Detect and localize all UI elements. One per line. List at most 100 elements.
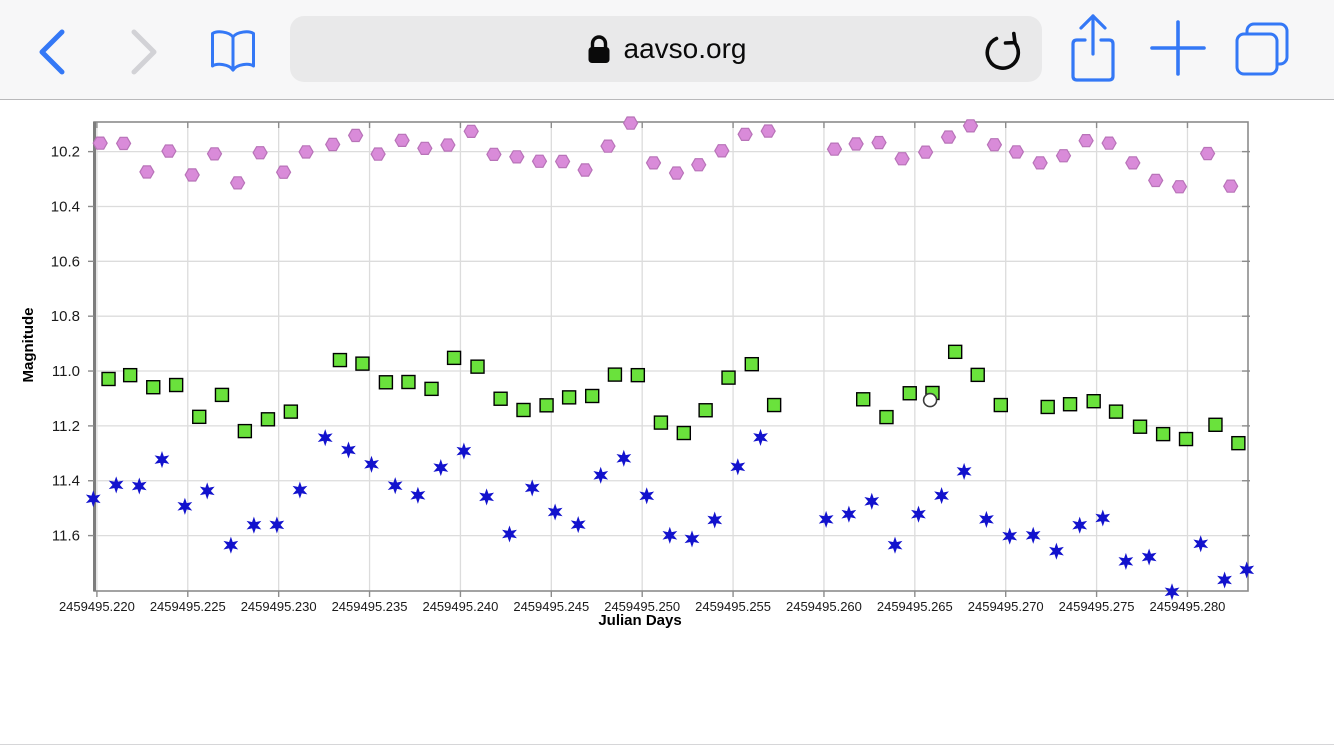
data-point-violet-hexagons bbox=[645, 156, 662, 170]
data-point-green-squares bbox=[698, 403, 713, 418]
data-point-blue-stars bbox=[1217, 571, 1232, 589]
data-point-violet-hexagons bbox=[1055, 149, 1072, 163]
data-point-violet-hexagons bbox=[229, 176, 246, 190]
data-point-violet-hexagons bbox=[440, 138, 456, 152]
data-point-violet-hexagons bbox=[760, 124, 776, 138]
data-point-violet-hexagons bbox=[986, 138, 1003, 152]
reload-icon bbox=[985, 31, 1021, 70]
data-point-green-squares bbox=[1155, 426, 1171, 442]
data-point-blue-stars bbox=[662, 526, 678, 544]
data-point-blue-stars bbox=[524, 479, 540, 497]
data-point-blue-stars bbox=[1193, 535, 1209, 553]
data-point-violet-hexagons bbox=[940, 130, 957, 144]
data-point-green-squares bbox=[237, 423, 253, 439]
data-point-violet-hexagons bbox=[917, 145, 934, 159]
data-point-violet-hexagons bbox=[894, 152, 910, 166]
data-point-blue-stars bbox=[979, 510, 994, 528]
data-point-green-squares bbox=[856, 392, 871, 407]
data-point-green-squares bbox=[493, 391, 508, 406]
data-point-green-squares bbox=[122, 367, 138, 383]
x-tick-label: 2459495.235 bbox=[332, 599, 408, 614]
page-content: 2459495.220 2459495.225 2459495.230 2459495… bbox=[0, 100, 1334, 750]
data-point-green-squares bbox=[676, 425, 692, 441]
data-point-violet-hexagons bbox=[1101, 136, 1117, 150]
data-point-violet-hexagons bbox=[92, 136, 108, 150]
tabs-button[interactable] bbox=[1232, 20, 1292, 78]
data-point-green-squares bbox=[283, 404, 299, 419]
data-point-green-squares bbox=[970, 367, 985, 383]
x-tick-label: 2459495.270 bbox=[968, 599, 1044, 614]
data-point-blue-stars bbox=[684, 530, 700, 548]
data-point-green-squares bbox=[902, 386, 917, 401]
share-button[interactable] bbox=[1067, 10, 1119, 86]
data-point-violet-hexagons bbox=[509, 150, 525, 164]
data-point-violet-hexagons bbox=[826, 142, 843, 156]
data-point-violet-hexagons bbox=[184, 168, 200, 182]
data-point-green-squares bbox=[378, 375, 394, 390]
data-point-green-squares bbox=[539, 398, 554, 413]
data-point-blue-stars bbox=[456, 442, 472, 460]
data-point-green-squares bbox=[630, 367, 646, 383]
data-point-open-circles bbox=[922, 392, 938, 408]
data-point-violet-hexagons bbox=[1148, 173, 1164, 188]
chevron-left-icon bbox=[39, 29, 65, 75]
data-point-blue-stars bbox=[154, 451, 170, 469]
data-point-green-squares bbox=[561, 390, 577, 405]
data-point-blue-stars bbox=[570, 516, 586, 534]
x-axis-title: Julian Days bbox=[598, 612, 681, 629]
data-point-violet-hexagons bbox=[370, 147, 386, 161]
data-point-green-squares bbox=[101, 371, 116, 387]
y-tick-label: 10.4 bbox=[51, 198, 80, 215]
data-point-violet-hexagons bbox=[1008, 145, 1025, 159]
data-point-green-squares bbox=[1086, 394, 1101, 409]
data-point-blue-stars bbox=[934, 487, 949, 505]
data-point-blue-stars bbox=[502, 525, 517, 543]
data-point-violet-hexagons bbox=[394, 133, 410, 148]
data-point-violet-hexagons bbox=[139, 165, 155, 179]
y-tick-label: 10.6 bbox=[51, 253, 80, 270]
data-point-violet-hexagons bbox=[161, 144, 177, 158]
new-tab-button[interactable] bbox=[1149, 19, 1207, 77]
x-tick-label: 2459495.265 bbox=[877, 599, 953, 614]
data-point-green-squares bbox=[446, 350, 462, 366]
data-point-green-squares bbox=[516, 402, 531, 418]
data-point-violet-hexagons bbox=[1199, 146, 1216, 161]
data-point-blue-stars bbox=[223, 536, 239, 554]
data-point-blue-stars bbox=[616, 449, 632, 467]
data-point-green-squares bbox=[1132, 419, 1148, 434]
data-point-blue-stars bbox=[841, 505, 857, 523]
data-point-blue-stars bbox=[753, 428, 768, 446]
data-point-violet-hexagons bbox=[554, 154, 571, 169]
url-group: aavso.org bbox=[586, 33, 747, 65]
data-point-blue-stars bbox=[730, 458, 746, 476]
data-point-green-squares bbox=[1108, 404, 1124, 419]
forward-button[interactable] bbox=[122, 24, 166, 80]
data-point-blue-stars bbox=[410, 486, 426, 504]
data-point-blue-stars bbox=[1095, 509, 1111, 527]
data-point-violet-hexagons bbox=[848, 137, 864, 151]
reload-button[interactable] bbox=[978, 27, 1024, 73]
data-point-blue-stars bbox=[292, 481, 308, 499]
url-field[interactable]: aavso.org bbox=[290, 16, 1042, 82]
data-point-violet-hexagons bbox=[417, 141, 433, 156]
light-curve-chart: 2459495.220 2459495.225 2459495.230 2459495… bbox=[20, 116, 1255, 629]
back-button[interactable] bbox=[32, 24, 76, 80]
data-point-green-squares bbox=[744, 356, 759, 372]
data-point-blue-stars bbox=[593, 466, 609, 484]
data-point-blue-stars bbox=[707, 511, 723, 529]
data-point-violet-hexagons bbox=[962, 119, 979, 133]
data-point-green-squares bbox=[192, 409, 207, 425]
data-point-blue-stars bbox=[1141, 548, 1157, 566]
data-point-blue-stars bbox=[1049, 542, 1064, 560]
data-point-green-squares bbox=[355, 356, 370, 371]
data-point-green-squares bbox=[879, 409, 894, 425]
tabs-icon bbox=[1235, 22, 1289, 76]
share-icon bbox=[1071, 14, 1115, 82]
bookmarks-button[interactable] bbox=[203, 22, 263, 82]
data-point-green-squares bbox=[766, 397, 782, 413]
data-point-violet-hexagons bbox=[252, 146, 268, 160]
data-point-violet-hexagons bbox=[714, 144, 730, 158]
url-text: aavso.org bbox=[623, 33, 747, 64]
data-point-blue-stars bbox=[341, 441, 356, 459]
data-point-blue-stars bbox=[864, 492, 880, 510]
